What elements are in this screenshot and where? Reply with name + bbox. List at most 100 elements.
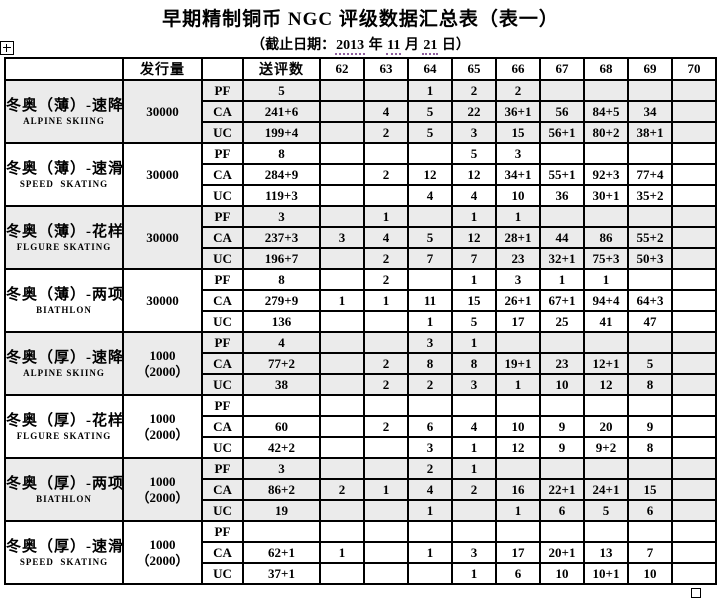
table-move-handle-icon[interactable] [0, 41, 14, 55]
coin-name-cn: 冬奥（厚）-两项 [6, 475, 123, 492]
total-submitted-cell: 4 [242, 331, 321, 354]
subtitle-sep1: 年 [365, 38, 387, 53]
grade-count-cell: 11 [407, 289, 453, 312]
grade-count-cell: 6 [495, 562, 541, 585]
grade-count-cell [671, 184, 717, 207]
table-row: 冬奥（薄）-两项 BIATHLON 30000 PF 8 2 1 3 1 1 [4, 268, 717, 333]
coin-name-en: ALPINE SKIING [23, 367, 105, 378]
grade-count-cell: 4 [407, 184, 453, 207]
grade-count-cell: 2 [363, 247, 409, 270]
grade-count-cell [583, 79, 629, 102]
grade-count-cell: 56 [539, 100, 585, 123]
grade-type-cell: CA [201, 100, 244, 123]
grade-count-cell [319, 310, 365, 333]
page-subtitle: （截止日期：2013 年 11 月 21 日） [0, 34, 721, 55]
grade-count-cell: 7 [451, 247, 497, 270]
grade-count-cell [407, 520, 453, 543]
grade-count-cell [671, 415, 717, 438]
grade-count-cell: 6 [407, 415, 453, 438]
grade-count-cell: 2 [451, 478, 497, 501]
mintage-line: （2000） [136, 426, 189, 442]
page-title: 早期精制铜币 NGC 评级数据汇总表（表一） [162, 9, 559, 30]
grade-count-cell: 15 [627, 478, 673, 501]
total-submitted-cell: 5 [242, 79, 321, 102]
grade-count-cell [319, 394, 365, 417]
grade-count-cell: 38+1 [627, 121, 673, 144]
grade-count-cell [627, 331, 673, 354]
grade-count-cell [363, 562, 409, 585]
grade-count-cell [319, 184, 365, 207]
grade-count-cell [583, 394, 629, 417]
grade-count-cell: 13 [583, 541, 629, 564]
grade-count-cell: 8 [627, 436, 673, 459]
coin-label-cell: 冬奥（厚）-两项 BIATHLON [4, 457, 124, 522]
grade-count-cell: 35+2 [627, 184, 673, 207]
grade-count-cell: 15 [451, 289, 497, 312]
grade-count-cell: 1 [451, 562, 497, 585]
grade-count-cell [671, 289, 717, 312]
grade-count-cell: 1 [451, 331, 497, 354]
coin-name-en: FLGURE SKATING [16, 241, 112, 252]
grade-count-cell [671, 394, 717, 417]
column-header: 65 [451, 57, 497, 81]
column-header: 62 [319, 57, 365, 81]
grade-count-cell [363, 79, 409, 102]
mintage-cell: 30000 [122, 79, 203, 144]
table-row: 冬奥（薄）-速降 ALPINE SKIING 30000 PF 5 1 2 2 [4, 79, 717, 144]
grade-count-cell: 1 [451, 457, 497, 480]
coin-name-cn: 冬奥（厚）-速降 [6, 349, 123, 366]
grade-count-cell [583, 142, 629, 165]
grade-count-cell: 1 [451, 436, 497, 459]
grade-count-cell: 2 [363, 352, 409, 375]
grade-count-cell [671, 100, 717, 123]
table-resize-handle[interactable] [691, 588, 701, 598]
grade-count-cell: 15 [495, 121, 541, 144]
table-row: CA 62+1 1 1 3 17 20+1 13 7 [5, 541, 717, 564]
grade-count-cell [671, 142, 717, 165]
grade-count-cell: 1 [407, 499, 453, 522]
table-row: CA 86+2 2 1 4 2 16 22+1 24+1 15 [5, 478, 717, 501]
grade-count-cell: 2 [407, 373, 453, 396]
coin-name-en: BIATHLON [36, 493, 92, 504]
grade-count-cell: 2 [319, 478, 365, 501]
grade-count-cell: 32+1 [539, 247, 585, 270]
total-submitted-cell: 77+2 [242, 352, 321, 375]
coin-name-en: BIATHLON [36, 304, 92, 315]
total-submitted-cell: 3 [242, 205, 321, 228]
grade-type-cell: CA [201, 478, 244, 501]
table-row: UC 37+1 1 6 10 10+1 10 [5, 562, 717, 585]
grade-count-cell: 1 [451, 205, 497, 228]
subtitle-suffix: 日） [438, 38, 470, 53]
grade-count-cell: 22+1 [539, 478, 585, 501]
table-row: UC 136 1 5 17 25 41 47 [5, 310, 717, 333]
grade-count-cell: 28+1 [495, 226, 541, 249]
grade-count-cell [495, 457, 541, 480]
table-row: CA 77+2 2 8 8 19+1 23 12+1 5 [5, 352, 717, 375]
grade-count-cell [363, 142, 409, 165]
mintage-cell: 1000 （2000） [122, 520, 203, 585]
grade-count-cell [671, 499, 717, 522]
grade-count-cell: 1 [451, 268, 497, 291]
coin-name-cn: 冬奥（厚）-花样 [6, 412, 123, 429]
mintage-cell: 1000 （2000） [122, 457, 203, 522]
grade-count-cell: 9 [627, 415, 673, 438]
mintage-cell: 30000 [122, 205, 203, 270]
grade-count-cell [363, 499, 409, 522]
grade-count-cell: 2 [363, 268, 409, 291]
grade-count-cell: 2 [407, 457, 453, 480]
mintage-cell: 30000 [122, 268, 203, 333]
grade-type-cell: UC [201, 121, 244, 144]
grade-count-cell: 17 [495, 541, 541, 564]
grade-count-cell: 2 [451, 79, 497, 102]
grade-count-cell: 84+5 [583, 100, 629, 123]
grade-count-cell: 5 [407, 226, 453, 249]
table-row: CA 241+6 4 5 22 36+1 56 84+5 34 [5, 100, 717, 123]
grade-count-cell: 86 [583, 226, 629, 249]
grade-count-cell [539, 457, 585, 480]
grade-count-cell [627, 205, 673, 228]
grade-count-cell [583, 520, 629, 543]
table-row: 冬奥（薄）-速滑 SPEED SKATING 30000 PF 8 5 3 [4, 142, 717, 207]
grade-count-cell [627, 142, 673, 165]
grade-count-cell [319, 415, 365, 438]
grade-type-cell: CA [201, 289, 244, 312]
